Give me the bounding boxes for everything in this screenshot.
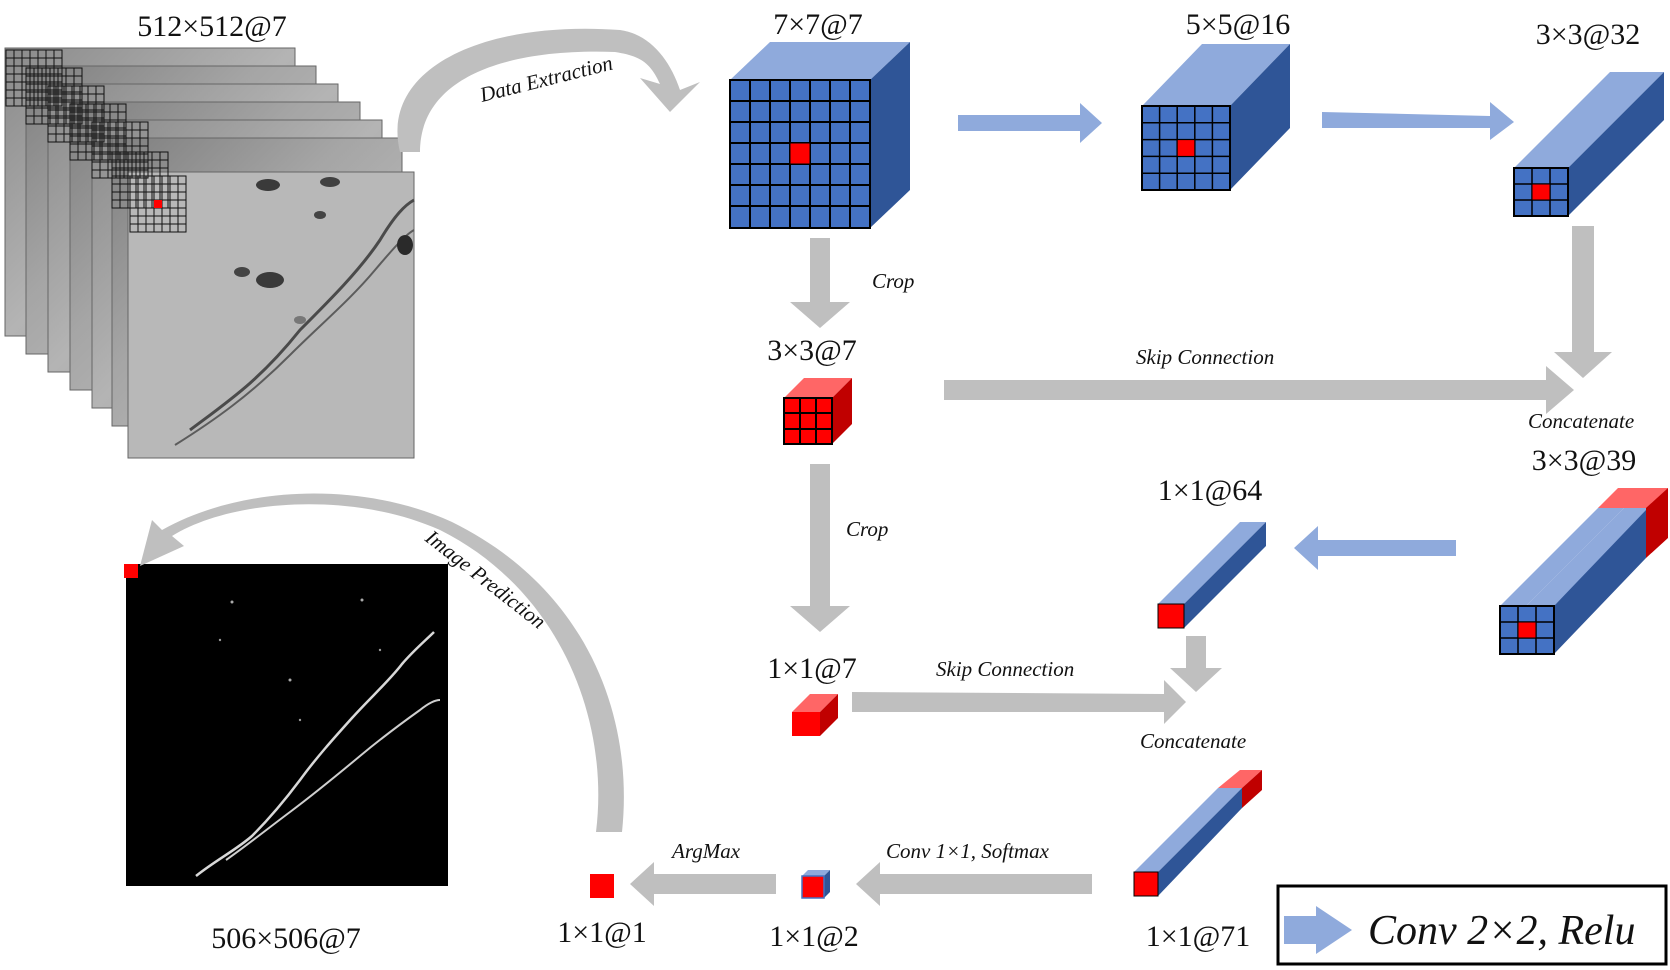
conv-softmax-arrow xyxy=(856,862,1092,906)
data-extraction-arrow xyxy=(397,28,700,152)
argmax-label: ArgMax xyxy=(670,839,741,863)
argmax-arrow xyxy=(630,862,776,906)
cube-1x1x1 xyxy=(590,874,614,898)
conv-arrow-3 xyxy=(1294,526,1456,570)
cube-5x5x16 xyxy=(1141,44,1290,191)
layer-3x3x39-label: 3×3@39 xyxy=(1532,444,1637,477)
arrow-down-3x3x32 xyxy=(1554,226,1612,378)
layer-3x3x7-label: 3×3@7 xyxy=(767,334,857,367)
layer-7x7x7-label: 7×7@7 xyxy=(773,8,863,41)
conv-arrow-2 xyxy=(1322,102,1514,140)
layer-1x1x7-label: 1×1@7 xyxy=(767,652,857,685)
crop-arrow-top xyxy=(790,238,850,328)
cube-1x1x2 xyxy=(801,870,830,899)
layer-1x1x2-label: 1×1@2 xyxy=(769,920,859,953)
cube-3x3x39 xyxy=(1499,488,1668,655)
cube-1x1x7 xyxy=(792,694,838,736)
crop-label-top: Crop xyxy=(872,269,914,293)
skip-connection-arrow-bottom xyxy=(852,680,1186,724)
legend-label: Conv 2×2, Relu xyxy=(1368,908,1635,954)
skip-connection-label-bottom: Skip Connection xyxy=(936,657,1074,681)
conv-softmax-label: Conv 1×1, Softmax xyxy=(886,839,1050,863)
cube-3x3x32 xyxy=(1513,72,1664,217)
layer-3x3x32-label: 3×3@32 xyxy=(1536,18,1641,51)
conv-arrow-1 xyxy=(958,103,1102,143)
cube-1x1x71 xyxy=(1133,770,1262,897)
crop-label-bottom: Crop xyxy=(846,517,888,541)
input-size-label: 512×512@7 xyxy=(137,10,287,43)
prediction-image xyxy=(124,564,448,886)
layer-1x1x64-label: 1×1@64 xyxy=(1158,474,1263,507)
layer-5x5x16-label: 5×5@16 xyxy=(1186,8,1291,41)
prediction-size-label: 506×506@7 xyxy=(211,922,361,955)
concatenate-label-top: Concatenate xyxy=(1528,409,1634,433)
legend-arrow-icon xyxy=(1284,906,1352,954)
cube-top-face xyxy=(730,42,910,80)
center-pixel xyxy=(154,200,162,208)
input-image-stack xyxy=(4,47,415,459)
concatenate-label-bottom: Concatenate xyxy=(1140,729,1246,753)
cube-side-face xyxy=(870,42,910,228)
cube-1x1x64 xyxy=(1157,522,1266,629)
arrow-down-1x1x64 xyxy=(1170,636,1222,692)
crop-arrow-bottom xyxy=(790,464,850,632)
layer-1x1x71-label: 1×1@71 xyxy=(1146,920,1251,953)
skip-connection-label-top: Skip Connection xyxy=(1136,345,1274,369)
layer-1x1x1-label: 1×1@1 xyxy=(557,916,647,949)
cube-3x3x7 xyxy=(783,378,852,445)
front-satellite-image xyxy=(127,171,415,459)
cube-7x7x7 xyxy=(729,42,910,229)
legend-box xyxy=(1276,884,1668,966)
skip-connection-arrow-top xyxy=(944,366,1574,414)
